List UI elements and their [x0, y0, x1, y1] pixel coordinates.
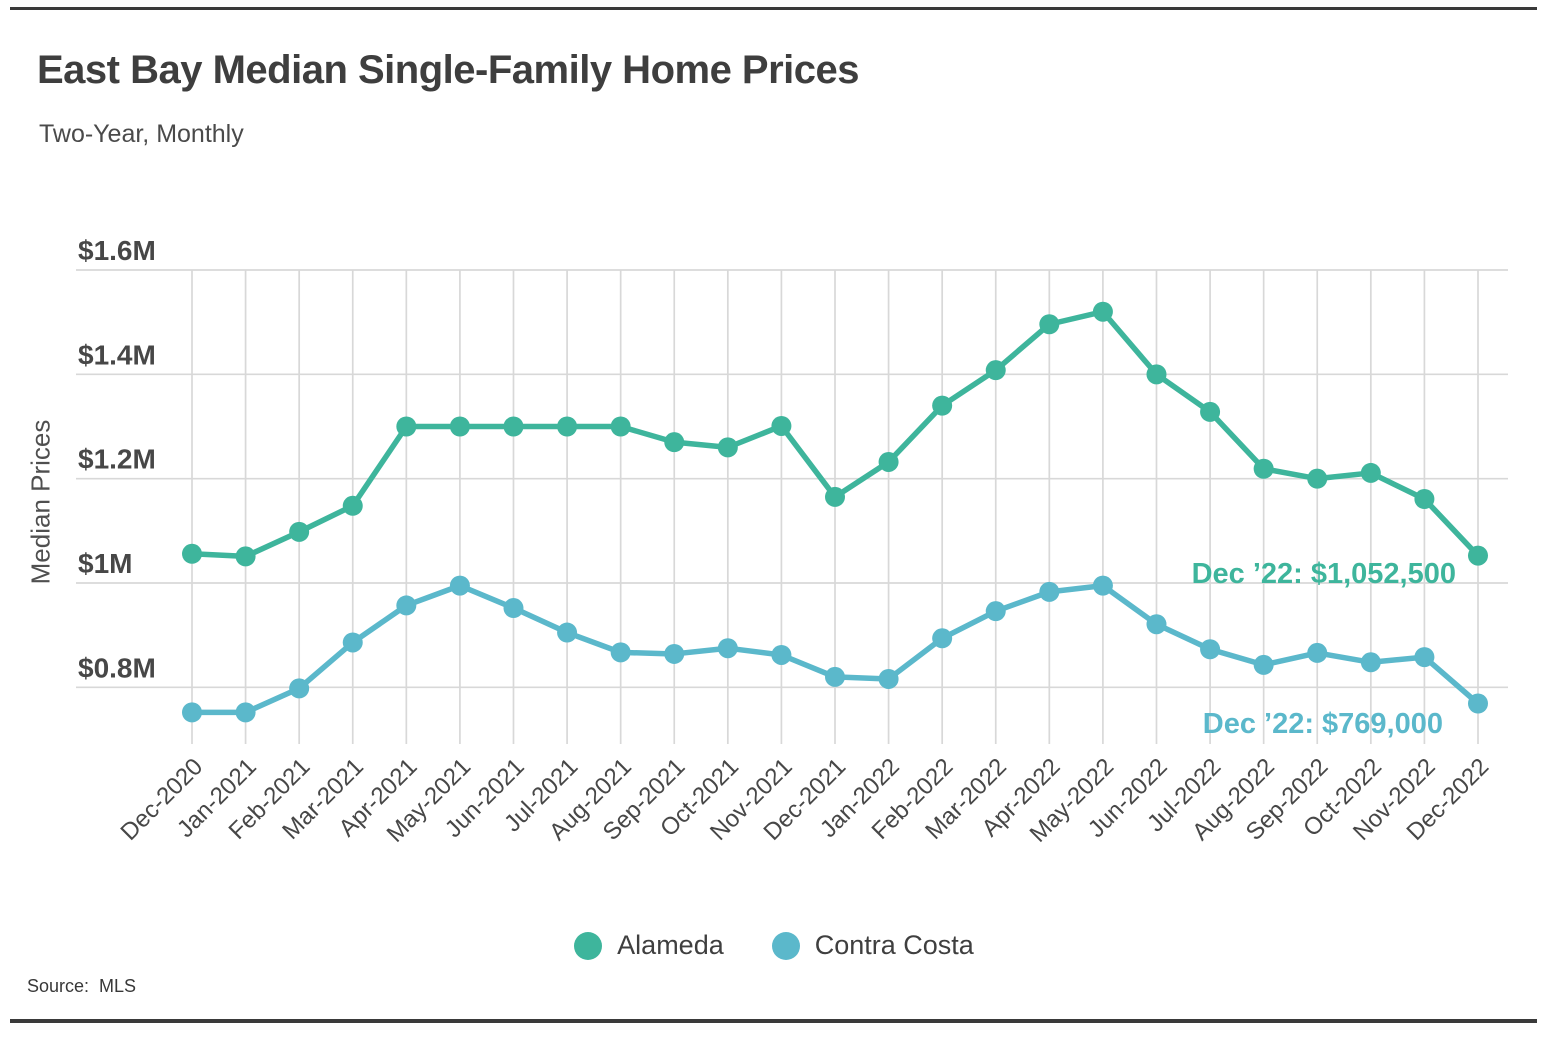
contra-costa-data-point — [824, 666, 845, 687]
alameda-data-point — [396, 416, 417, 437]
alameda-swatch-icon — [574, 931, 603, 960]
alameda-dec22-annotation: Dec ’22: $1,052,500 — [1192, 558, 1456, 590]
contra-costa-data-point — [985, 601, 1006, 622]
alameda-data-point — [1092, 301, 1113, 322]
contra-costa-data-point — [182, 702, 202, 723]
contra-costa-data-point — [342, 632, 363, 653]
legend-item-alameda: Alameda — [574, 930, 724, 961]
alameda-data-point — [1360, 462, 1381, 483]
contra-costa-data-point — [610, 642, 631, 663]
alameda-data-point — [1146, 364, 1167, 385]
contra-costa-data-point — [1200, 639, 1221, 660]
alameda-data-point — [182, 543, 202, 564]
alameda-data-point — [824, 486, 845, 507]
contra-costa-data-point — [1307, 642, 1328, 663]
contra-costa-data-point — [1360, 652, 1381, 673]
contra-costa-data-point — [717, 638, 738, 659]
alameda-data-point — [289, 521, 310, 542]
legend-label: Contra Costa — [814, 930, 974, 960]
alameda-data-point — [449, 416, 470, 437]
alameda-data-point — [235, 546, 256, 567]
contra-costa-data-point — [1467, 693, 1488, 714]
bottom-rule — [10, 1019, 1537, 1023]
contra-costa-data-point — [771, 644, 792, 665]
alameda-data-point — [878, 451, 899, 472]
contra-costa-data-point — [235, 702, 256, 723]
legend-item-contra-costa: Contra Costa — [771, 930, 974, 961]
alameda-data-point — [932, 395, 953, 416]
alameda-data-point — [1253, 458, 1274, 479]
y-tick-label: $1.2M — [78, 444, 156, 475]
contra-costa-data-point — [1253, 654, 1274, 675]
alameda-data-point — [1200, 401, 1221, 422]
alameda-data-point — [1467, 545, 1488, 566]
contra-costa-data-point — [932, 628, 953, 649]
page-title: East Bay Median Single-Family Home Price… — [37, 48, 860, 92]
y-tick-label: $1M — [78, 548, 132, 579]
page-subtitle: Two-Year, Monthly — [39, 120, 244, 148]
y-tick-label: $1.4M — [78, 339, 156, 370]
source-note: Source: MLS — [27, 976, 137, 996]
contra-costa-data-point — [1414, 647, 1435, 668]
contra-costa-data-point — [878, 668, 899, 689]
y-tick-label: $0.8M — [78, 652, 156, 683]
contra-costa-data-point — [503, 598, 524, 619]
alameda-data-point — [1414, 489, 1435, 510]
contra-costa-data-point — [557, 622, 578, 643]
contra-costa-data-point — [289, 678, 310, 699]
alameda-data-point — [557, 416, 578, 437]
contra-costa-data-point — [1039, 581, 1060, 602]
contra-costa-data-point — [396, 595, 417, 616]
contra-costa-swatch-icon — [771, 931, 800, 960]
alameda-data-point — [503, 416, 524, 437]
top-rule — [10, 7, 1537, 10]
legend-label: Alameda — [617, 930, 724, 960]
alameda-data-point — [610, 416, 631, 437]
legend: Alameda Contra Costa — [0, 930, 1548, 961]
alameda-data-point — [985, 360, 1006, 381]
alameda-data-point — [771, 415, 792, 436]
contra-costa-data-point — [664, 643, 685, 664]
alameda-data-point — [664, 432, 685, 453]
alameda-data-point — [342, 495, 363, 516]
alameda-data-point — [1039, 314, 1060, 335]
alameda-data-point — [1307, 468, 1328, 489]
alameda-data-point — [717, 437, 738, 458]
y-tick-label: $1.6M — [78, 235, 156, 266]
contra-costa-data-point — [1092, 575, 1113, 596]
contra-costa-data-point — [449, 575, 470, 596]
contra-costa-data-point — [1146, 614, 1167, 635]
contra-costa-dec22-annotation: Dec ’22: $769,000 — [1203, 708, 1443, 740]
